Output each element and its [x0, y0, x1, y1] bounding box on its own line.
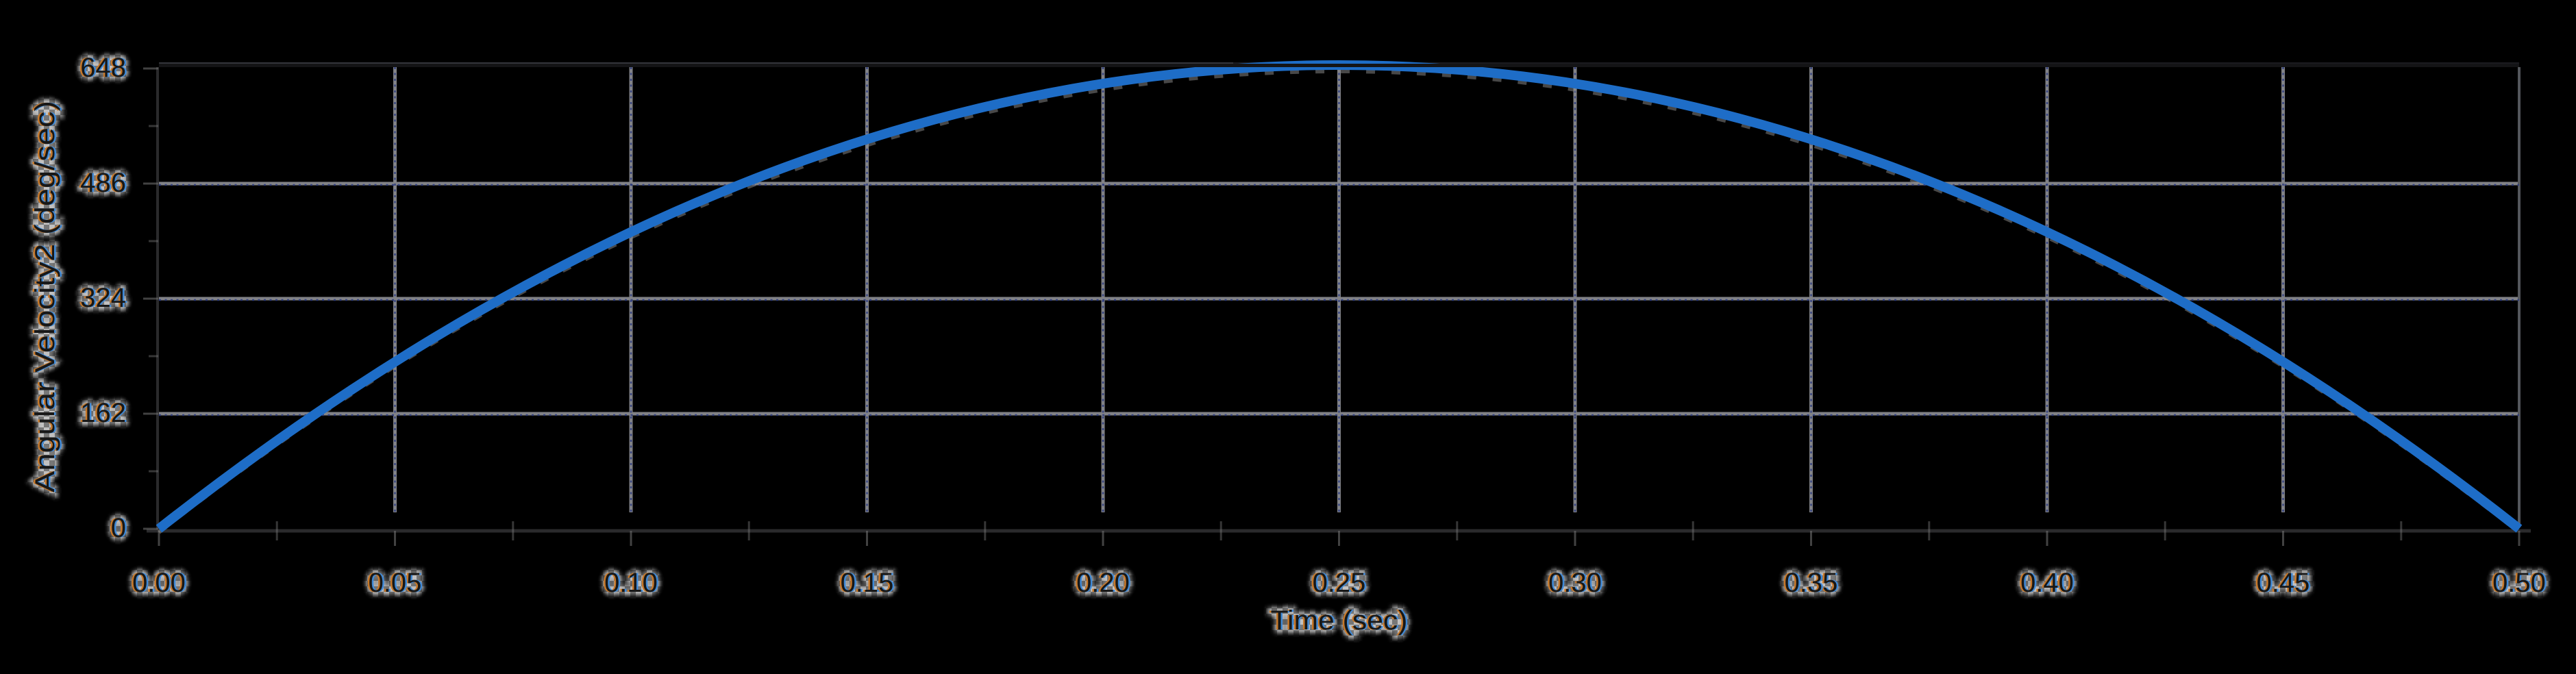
- svg-text:Angular Velocity2 (deg/sec): Angular Velocity2 (deg/sec): [30, 101, 60, 492]
- svg-text:Angular Velocity2 (deg/sec): Angular Velocity2 (deg/sec): [32, 101, 62, 492]
- svg-text:Angular Velocity2 (deg/sec): Angular Velocity2 (deg/sec): [29, 101, 59, 492]
